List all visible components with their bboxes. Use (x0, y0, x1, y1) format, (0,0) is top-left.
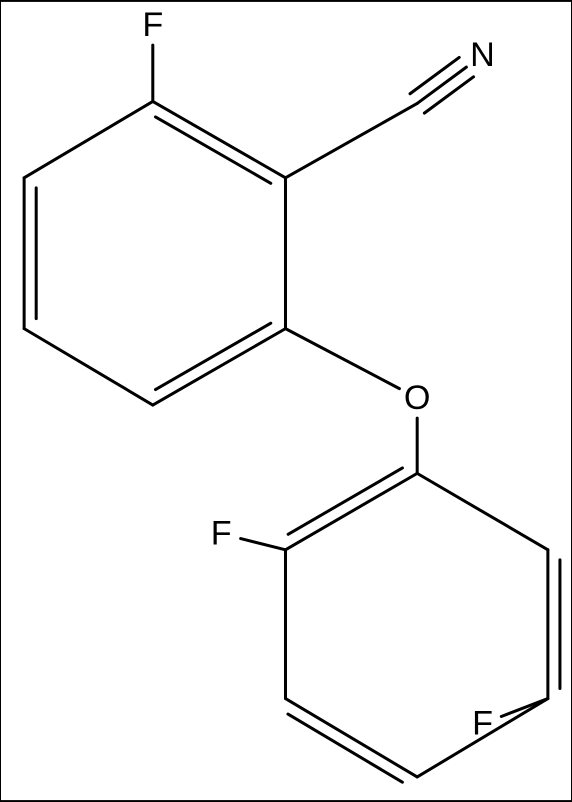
bond (417, 473, 548, 549)
bond (410, 57, 459, 93)
bond (24, 329, 153, 405)
bond (285, 473, 417, 549)
chemical-structure: F N O F F (0, 0, 572, 802)
atom-label-f: F (211, 515, 232, 553)
bond (24, 101, 153, 177)
bond (155, 323, 270, 389)
atom-label-n: N (470, 36, 495, 74)
atom-label-f: F (472, 705, 493, 743)
bond (417, 67, 466, 103)
bond (285, 699, 417, 777)
bond (288, 468, 402, 534)
bond (285, 103, 417, 177)
atom-label-f: F (142, 6, 163, 44)
atom-label-o: O (404, 379, 431, 417)
bond (285, 329, 399, 389)
bond (241, 539, 286, 550)
bond (288, 714, 402, 782)
bond (153, 329, 286, 405)
bond (424, 77, 473, 113)
bond (153, 101, 286, 177)
bond (155, 117, 270, 183)
